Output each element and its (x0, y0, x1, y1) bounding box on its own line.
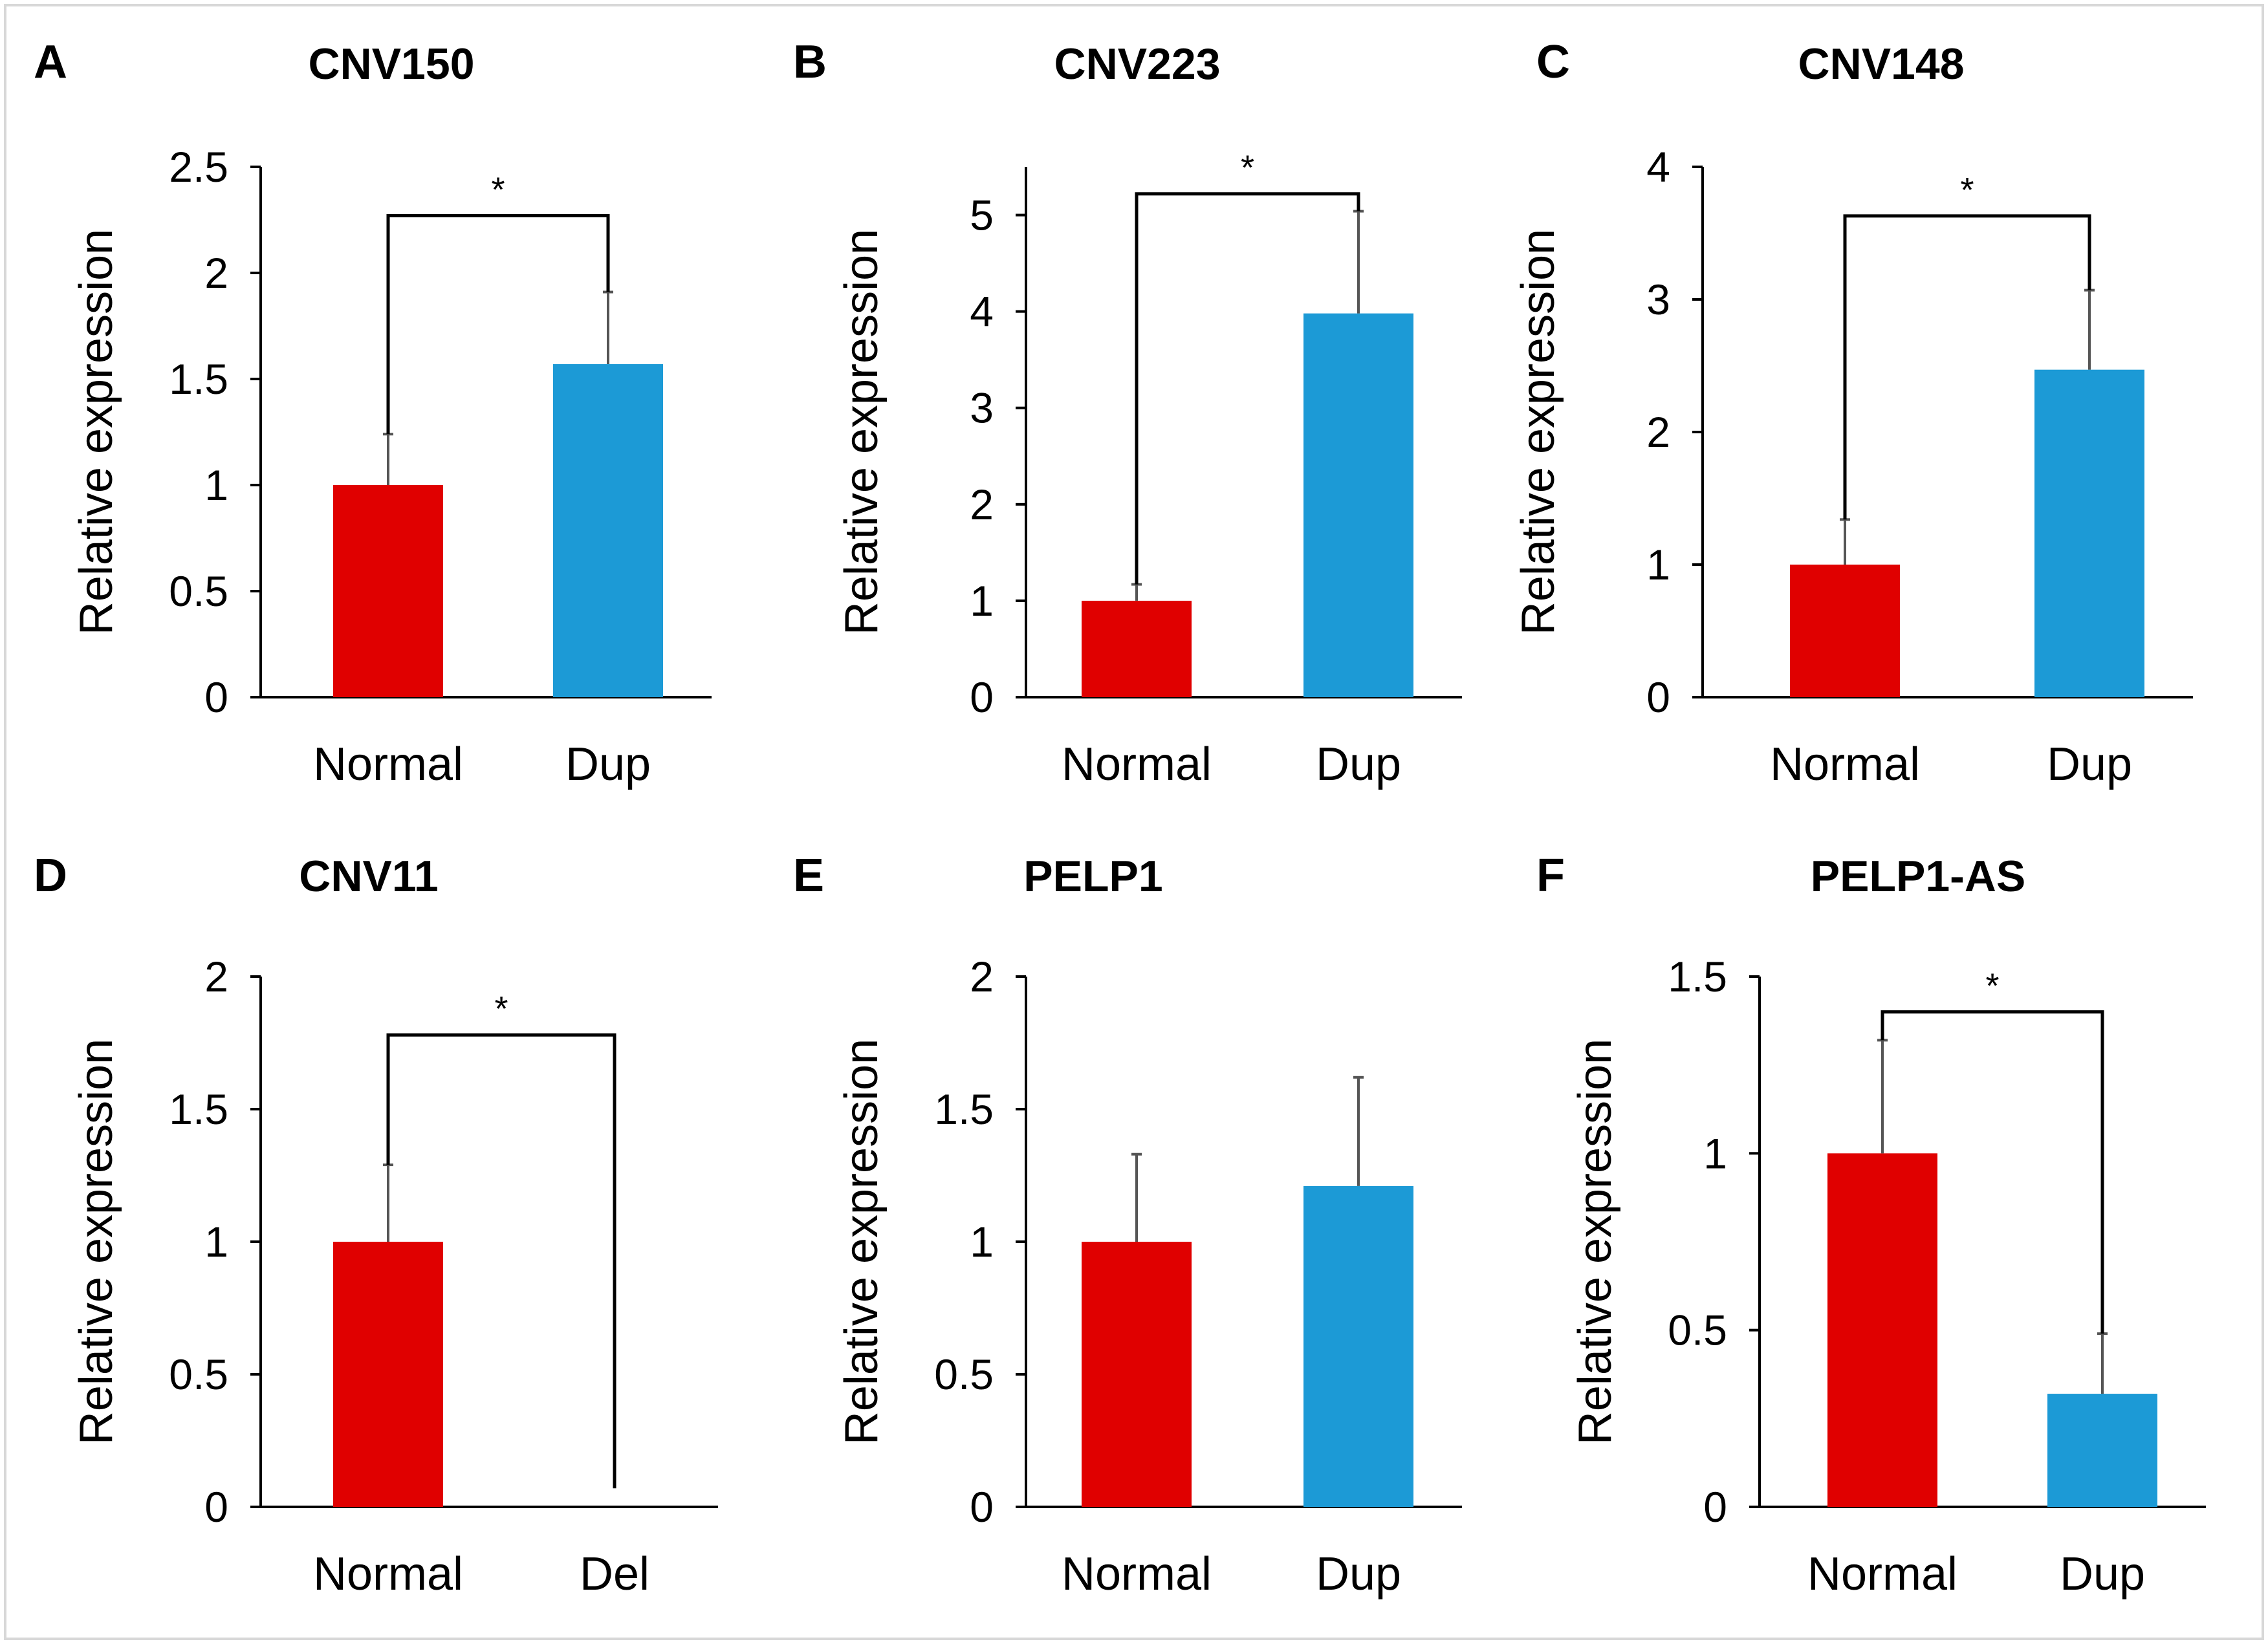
x-category-label: Normal (1807, 1548, 1957, 1600)
x-category-label: Dup (1316, 739, 1401, 790)
y-axis-label: Relative expression (1512, 229, 1564, 635)
y-axis-label: Relative expression (836, 229, 888, 635)
panel-a: A CNV150 Relative expression 0 0.5 1 1.5 2 2.5 No… (34, 36, 712, 790)
x-category-label: Dup (2047, 739, 2132, 790)
y-tick-label: 1 (1646, 541, 1670, 589)
x-category-label: Dup (2060, 1548, 2145, 1600)
y-tick-label: 1.5 (169, 355, 228, 403)
chart-title: CNV11 (299, 852, 438, 901)
y-tick-label: 1 (204, 1218, 228, 1266)
panel-letter: C (1536, 36, 1570, 88)
y-tick-label: 4 (970, 288, 994, 336)
y-axis-label: Relative expression (71, 1039, 122, 1445)
bar-normal (333, 485, 443, 697)
significance-star: * (494, 990, 508, 1028)
y-tick-label: 1.5 (169, 1085, 228, 1133)
chart-title: PELP1 (1023, 852, 1162, 901)
chart-title: PELP1-AS (1811, 852, 2026, 901)
y-tick-label: 2 (970, 481, 994, 528)
y-tick-label: 0.5 (169, 1350, 228, 1398)
bar-normal (1827, 1153, 1937, 1507)
bar-dup (1303, 1185, 1413, 1507)
significance-bracket (1881, 1010, 2104, 1334)
chart-title: CNV150 (308, 39, 474, 89)
x-category-label: Normal (1062, 1548, 1212, 1600)
y-tick-label: 5 (970, 191, 994, 239)
significance-star: * (1241, 149, 1254, 188)
bar-normal (333, 1242, 443, 1507)
bar-dup (2047, 1394, 2157, 1507)
figure-frame (4, 4, 2264, 1640)
bar-normal (1082, 600, 1192, 697)
y-tick-label: 0 (204, 673, 228, 721)
significance-bracket (1843, 214, 2091, 520)
x-category-label: Normal (1770, 739, 1920, 790)
y-axis-label: Relative expression (836, 1039, 888, 1445)
y-tick-label: 2 (204, 953, 228, 1000)
panel-letter: F (1536, 850, 1565, 902)
y-tick-label: 3 (1646, 276, 1670, 323)
y-tick-label: 0 (970, 1483, 994, 1531)
significance-star: * (491, 170, 505, 209)
y-axis-label: Relative expression (1569, 1039, 1621, 1445)
y-tick-label: 1 (1703, 1129, 1727, 1177)
y-tick-label: 0.5 (1668, 1306, 1727, 1354)
y-tick-label: 2.5 (169, 143, 228, 191)
bar-normal (1082, 1242, 1192, 1507)
bar-dup (2034, 369, 2144, 697)
y-tick-label: 4 (1646, 143, 1670, 191)
y-tick-label: 2 (204, 249, 228, 297)
bar-dup (553, 364, 663, 697)
chart-title: CNV148 (1798, 39, 1964, 89)
y-tick-label: 0 (1646, 673, 1670, 721)
y-tick-label: 0.5 (169, 567, 228, 615)
significance-bracket (386, 1033, 616, 1489)
y-tick-label: 0 (204, 1483, 228, 1531)
panel-letter: E (793, 850, 824, 902)
y-tick-label: 1 (970, 1218, 994, 1266)
y-tick-label: 3 (970, 384, 994, 432)
x-category-label: Normal (313, 739, 463, 790)
x-category-label: Dup (565, 739, 651, 790)
panel-letter: D (34, 850, 67, 902)
panel-c: C CNV148 Relative expression 0 1 2 3 4 Normal Dup… (1512, 36, 2193, 790)
y-tick-label: 0 (970, 673, 994, 721)
x-category-label: Normal (313, 1548, 463, 1600)
panel-f: F PELP1-AS Relative expression 0 0.5 1 1.5 Norm… (1536, 850, 2206, 1600)
panel-d: D CNV11 Relative expression 0 0.5 1 1.5 2 Normal… (34, 850, 718, 1600)
y-tick-label: 1 (970, 577, 994, 625)
y-axis-label: Relative expression (71, 229, 122, 635)
significance-star: * (1985, 967, 1999, 1006)
y-tick-label: 0.5 (934, 1350, 994, 1398)
x-category-label: Dup (1316, 1548, 1401, 1600)
panel-b: B CNV223 Relative expression 0 1 2 3 4 5 Normal Du… (793, 36, 1462, 790)
x-category-label: Del (580, 1548, 649, 1600)
y-tick-label: 0 (1703, 1483, 1727, 1531)
panel-letter: A (34, 36, 67, 88)
panel-e: E PELP1 Relative expression 0 0.5 1 1.5 2 Normal… (793, 850, 1462, 1600)
significance-star: * (1960, 171, 1974, 210)
y-tick-label: 1.5 (934, 1085, 994, 1133)
x-category-label: Normal (1062, 739, 1212, 790)
y-tick-label: 1 (204, 461, 228, 509)
panel-letter: B (793, 36, 827, 88)
chart-title: CNV223 (1054, 39, 1220, 89)
y-tick-label: 2 (1646, 408, 1670, 456)
y-tick-label: 2 (970, 953, 994, 1000)
bar-normal (1790, 565, 1900, 697)
significance-bracket (1135, 192, 1360, 585)
bar-dup (1303, 313, 1413, 698)
y-tick-label: 1.5 (1668, 953, 1727, 1000)
significance-bracket (386, 213, 610, 435)
